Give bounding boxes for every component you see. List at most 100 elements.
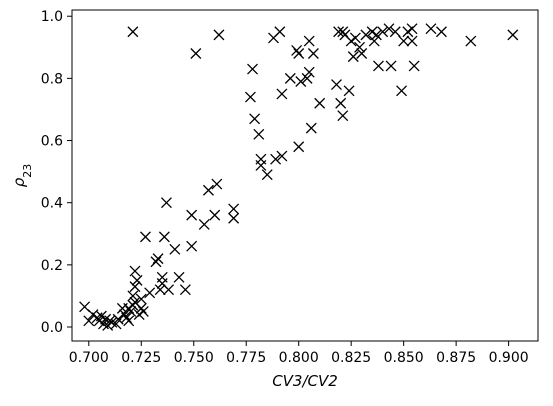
x-tick-label: 0.750 xyxy=(174,350,214,366)
data-point-marker xyxy=(291,44,303,56)
data-point-marker xyxy=(331,79,342,91)
data-point-marker xyxy=(209,209,221,221)
data-point-marker xyxy=(144,287,156,299)
data-point-marker xyxy=(131,274,143,286)
y-axis-label-main: ρ xyxy=(10,177,28,187)
plot-frame xyxy=(71,9,539,342)
data-point-marker xyxy=(152,253,164,265)
y-tick-label: 0.0 xyxy=(41,320,63,336)
data-point-marker xyxy=(150,256,162,268)
y-tick-label: 1.0 xyxy=(41,9,63,25)
y-tick-label: 0.8 xyxy=(41,71,63,87)
data-point-marker xyxy=(354,41,366,53)
data-point-marker xyxy=(276,88,288,100)
y-axis-ticks: 0.0 0.2 0.4 0.6 0.8 1.0 xyxy=(41,9,72,336)
data-point-marker xyxy=(385,60,397,72)
data-point-marker xyxy=(343,85,355,97)
data-point-marker xyxy=(228,203,240,215)
data-point-marker xyxy=(211,178,223,190)
data-point-marker xyxy=(140,231,151,243)
data-point-marker xyxy=(190,48,202,59)
data-point-marker xyxy=(119,309,130,321)
data-point-marker xyxy=(507,29,519,41)
data-point-marker xyxy=(179,284,191,296)
data-point-marker xyxy=(249,113,261,125)
x-tick-label: 0.875 xyxy=(436,350,476,366)
data-point-marker xyxy=(383,23,395,35)
data-point-marker xyxy=(370,29,382,41)
y-tick-label: 0.6 xyxy=(41,134,63,150)
x-axis-ticks: 0.700 0.725 0.750 0.775 0.800 0.825 0.850 0.875… xyxy=(69,341,529,366)
data-point-marker xyxy=(274,26,286,38)
data-point-marker xyxy=(303,35,315,47)
x-tick-label: 0.850 xyxy=(384,350,424,366)
data-point-marker xyxy=(154,284,166,296)
data-point-marker xyxy=(335,97,347,109)
data-point-marker xyxy=(356,48,368,59)
data-point-marker xyxy=(276,150,288,162)
data-point-marker xyxy=(261,169,273,181)
data-point-marker xyxy=(255,159,267,171)
data-point-marker xyxy=(293,48,305,59)
data-point-marker xyxy=(435,26,447,38)
data-point-marker xyxy=(368,35,380,47)
data-point-marker xyxy=(270,153,282,165)
data-point-marker xyxy=(125,306,137,317)
data-point-marker xyxy=(202,184,214,196)
data-point-marker xyxy=(129,265,141,277)
data-point-marker xyxy=(173,271,185,283)
x-tick-label: 0.800 xyxy=(279,350,319,366)
data-points xyxy=(79,23,519,331)
data-point-marker xyxy=(158,231,170,243)
data-point-marker xyxy=(398,35,410,47)
x-tick-label: 0.900 xyxy=(489,350,529,366)
data-point-marker xyxy=(213,29,225,41)
data-point-marker xyxy=(163,284,175,296)
data-point-marker xyxy=(198,218,210,230)
data-point-marker xyxy=(333,26,345,38)
data-point-marker xyxy=(123,315,135,327)
data-point-marker xyxy=(406,35,418,47)
data-point-marker xyxy=(307,48,319,59)
data-point-marker xyxy=(160,197,172,209)
y-tick-label: 0.4 xyxy=(41,196,63,212)
data-point-marker xyxy=(396,85,408,97)
data-point-marker xyxy=(425,23,437,35)
data-point-marker xyxy=(253,128,265,140)
x-tick-label: 0.825 xyxy=(331,350,371,366)
data-point-marker xyxy=(169,243,181,255)
data-point-marker xyxy=(83,315,95,327)
data-point-marker xyxy=(293,141,305,153)
y-tick-label: 0.2 xyxy=(41,258,63,274)
data-point-marker xyxy=(349,32,361,44)
data-point-marker xyxy=(314,97,326,109)
data-point-marker xyxy=(305,122,317,134)
data-point-marker xyxy=(247,63,258,75)
x-axis-label: CV3/CV2 xyxy=(272,372,338,390)
data-point-marker xyxy=(284,72,296,84)
data-point-marker xyxy=(408,60,420,72)
data-point-marker xyxy=(301,72,313,84)
data-point-marker xyxy=(186,209,198,221)
data-point-marker xyxy=(337,110,349,122)
data-point-marker xyxy=(228,212,240,224)
data-point-marker xyxy=(337,26,349,38)
x-tick-label: 0.700 xyxy=(69,350,109,366)
data-point-marker xyxy=(127,290,139,302)
data-point-marker xyxy=(406,23,418,35)
data-point-marker xyxy=(303,66,315,78)
data-point-marker xyxy=(121,312,133,324)
y-axis-label-subscript: 23 xyxy=(21,164,34,178)
data-point-marker xyxy=(186,240,198,252)
x-tick-label: 0.775 xyxy=(226,350,266,366)
data-point-marker xyxy=(127,299,139,311)
data-point-marker xyxy=(135,293,147,305)
data-point-marker xyxy=(127,26,139,38)
data-point-marker xyxy=(137,306,149,317)
data-point-marker xyxy=(377,26,389,38)
data-point-marker xyxy=(244,91,256,103)
data-point-marker xyxy=(360,29,372,41)
data-point-marker xyxy=(347,51,359,63)
